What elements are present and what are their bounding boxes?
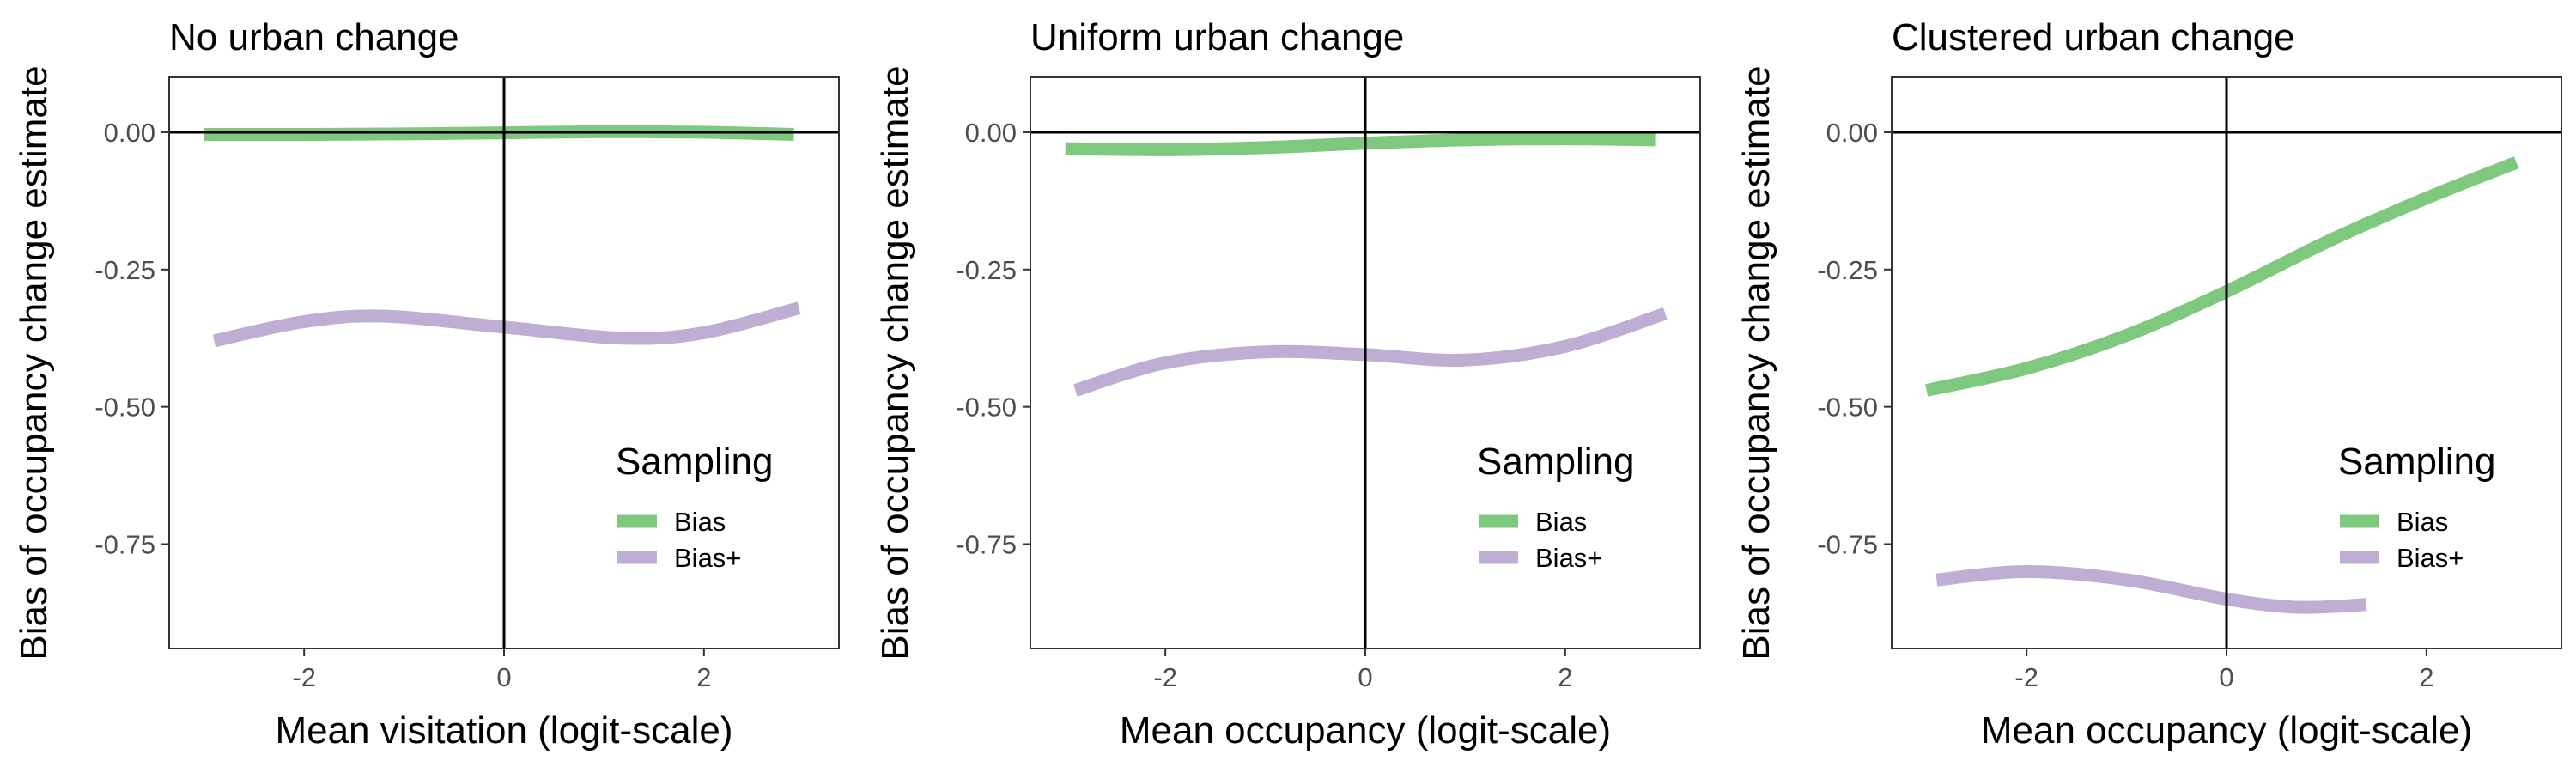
- x-tick-label: 0: [496, 662, 511, 692]
- y-tick-label: -0.25: [94, 255, 155, 285]
- legend-title: Sampling: [2338, 441, 2495, 483]
- y-tick-label: -0.75: [1817, 530, 1878, 560]
- y-tick-label: 0.00: [1826, 118, 1878, 148]
- y-tick-label: -0.75: [94, 530, 155, 560]
- y-axis-title: Bias of occupancy change estimate: [1735, 65, 1777, 660]
- y-axis-title: Bias of occupancy change estimate: [13, 65, 55, 660]
- panel-title: Clustered urban change: [1892, 16, 2295, 58]
- y-tick-label: -0.25: [956, 255, 1017, 285]
- chart-panel-3: 0.00 -0.25 -0.50 -0.75 -2 0 2 Clustered urban c…: [1735, 16, 2562, 752]
- x-tick-label: 2: [696, 662, 711, 692]
- y-tick-label: -0.25: [1817, 255, 1878, 285]
- x-tick-label: -2: [2014, 662, 2038, 692]
- y-tick-label: 0.00: [104, 118, 155, 148]
- legend-label: Bias+: [1535, 543, 1602, 573]
- x-tick-label: -2: [292, 662, 316, 692]
- y-tick-label: 0.00: [965, 118, 1017, 148]
- y-tick-label: -0.50: [956, 393, 1017, 423]
- legend: Sampling Bias Bias+: [616, 441, 773, 573]
- legend: Sampling Bias Bias+: [1477, 441, 1634, 573]
- x-tick-label: 2: [1558, 662, 1572, 692]
- panel-title: No urban change: [169, 16, 459, 58]
- legend-title: Sampling: [1477, 441, 1634, 483]
- legend-label: Bias: [2397, 507, 2448, 537]
- chart-panel-1: 0.00 -0.25 -0.50 -0.75 -2 0 2 No urban change Me…: [13, 16, 840, 752]
- y-axis-title: Bias of occupancy change estimate: [874, 65, 916, 660]
- panel-title: Uniform urban change: [1030, 16, 1404, 58]
- chart-panel-2: 0.00 -0.25 -0.50 -0.75 -2 0 2 Uniform urban cha…: [874, 16, 1701, 752]
- y-tick-label: -0.50: [1817, 393, 1878, 423]
- x-tick-label: -2: [1153, 662, 1177, 692]
- x-axis-title: Mean occupancy (logit-scale): [1120, 709, 1611, 752]
- x-axis-title: Mean visitation (logit-scale): [275, 709, 732, 752]
- x-axis-title: Mean occupancy (logit-scale): [1981, 709, 2472, 752]
- legend: Sampling Bias Bias+: [2338, 441, 2495, 573]
- series-line-bias-plus: [1935, 565, 2367, 614]
- legend-label: Bias+: [674, 543, 741, 573]
- legend-label: Bias+: [2397, 543, 2464, 573]
- legend-label: Bias: [1535, 507, 1587, 537]
- y-tick-label: -0.75: [956, 530, 1017, 560]
- y-tick-label: -0.50: [94, 393, 155, 423]
- x-tick-label: 0: [2219, 662, 2233, 692]
- legend-label: Bias: [674, 507, 726, 537]
- x-tick-label: 2: [2419, 662, 2433, 692]
- x-tick-label: 0: [1358, 662, 1372, 692]
- legend-title: Sampling: [616, 441, 773, 483]
